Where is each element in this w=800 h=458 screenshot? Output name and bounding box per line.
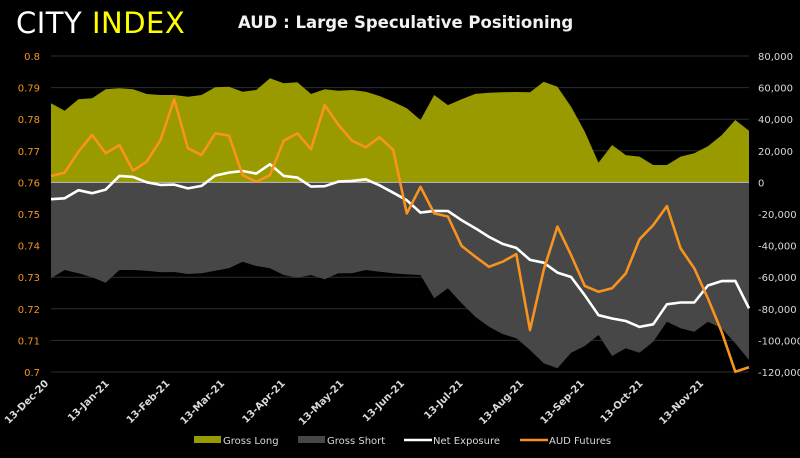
right-axis-tick-label: 40,000 bbox=[758, 115, 793, 126]
left-axis-tick-label: 0.72 bbox=[18, 305, 40, 316]
left-axis-tick-label: 0.75 bbox=[18, 210, 40, 221]
x-axis-tick-label: 13-May-21 bbox=[297, 378, 347, 428]
x-axis-tick-label: 13-Oct-21 bbox=[599, 378, 646, 425]
right-axis-tick-label: -100,000 bbox=[758, 336, 800, 347]
right-axis-tick-label: 60,000 bbox=[758, 84, 793, 95]
left-axis: 0.7 0.71 0.72 0.73 0.74 0.75 0.76 0.77 0.78 0.79 0… bbox=[18, 52, 40, 379]
x-axis-tick-label: 13-Dec-20 bbox=[3, 378, 51, 426]
x-axis-tick-label: 13-Jun-21 bbox=[361, 378, 407, 424]
left-axis-tick-label: 0.74 bbox=[18, 242, 40, 253]
legend-label-gross-short: Gross Short bbox=[327, 436, 385, 447]
aud-futures-line bbox=[50, 98, 750, 374]
gross-long-area bbox=[51, 78, 749, 183]
legend-label-gross-long: Gross Long bbox=[223, 436, 279, 447]
left-axis-tick-label: 0.77 bbox=[18, 147, 40, 158]
x-axis-tick-label: 13-Aug-21 bbox=[477, 378, 526, 427]
right-axis-tick-label: -40,000 bbox=[758, 242, 797, 253]
legend-swatch-gross-short bbox=[298, 436, 325, 443]
legend: Gross Long Gross Short Net Exposure AUD Fut… bbox=[194, 436, 611, 447]
x-axis-tick-label: 13-Feb-21 bbox=[125, 378, 173, 426]
legend-swatch-gross-long bbox=[194, 436, 221, 443]
right-axis-tick-label: 20,000 bbox=[758, 147, 793, 158]
right-axis: -120,000 -100,000 -80,000 -60,000 -40,000 -20… bbox=[758, 52, 800, 379]
x-axis-tick-label: 13-Jul-21 bbox=[422, 378, 465, 421]
legend-label-net-exposure: Net Exposure bbox=[433, 436, 500, 447]
gross-short-area bbox=[51, 182, 749, 369]
logo-index: INDEX bbox=[91, 6, 186, 40]
x-axis-tick-label: 13-Nov-21 bbox=[657, 378, 706, 427]
right-axis-tick-label: -60,000 bbox=[758, 273, 797, 284]
right-axis-tick-label: -80,000 bbox=[758, 305, 797, 316]
left-axis-tick-label: 0.8 bbox=[24, 52, 40, 63]
left-axis-tick-label: 0.76 bbox=[18, 178, 40, 189]
right-axis-tick-label: -20,000 bbox=[758, 210, 797, 221]
x-axis-tick-label: 13-Sep-21 bbox=[539, 378, 587, 426]
x-axis-tick-label: 13-Jan-21 bbox=[66, 378, 112, 424]
x-axis-tick-label: 13-Apr-21 bbox=[240, 378, 287, 425]
city-index-logo: CITY INDEX bbox=[16, 6, 185, 40]
left-axis-tick-label: 0.73 bbox=[18, 273, 40, 284]
right-axis-tick-label: 80,000 bbox=[758, 52, 793, 63]
right-axis-tick-label: -120,000 bbox=[758, 368, 800, 379]
right-axis-tick-label: 0 bbox=[758, 178, 764, 189]
left-axis-tick-label: 0.78 bbox=[18, 115, 40, 126]
net-exposure-line bbox=[50, 162, 751, 329]
left-axis-tick-label: 0.71 bbox=[18, 336, 40, 347]
x-axis-tick-label: 13-Mar-21 bbox=[179, 378, 228, 427]
legend-label-aud-futures: AUD Futures bbox=[549, 436, 611, 447]
logo-city: CITY bbox=[16, 6, 83, 40]
line-series bbox=[50, 98, 751, 374]
chart-title: AUD : Large Speculative Positioning bbox=[238, 13, 574, 32]
left-axis-tick-label: 0.7 bbox=[24, 368, 40, 379]
left-axis-tick-label: 0.79 bbox=[18, 84, 40, 95]
x-axis: 13-Dec-20 13-Jan-21 13-Feb-21 13-Mar-21 13-A… bbox=[3, 378, 706, 428]
